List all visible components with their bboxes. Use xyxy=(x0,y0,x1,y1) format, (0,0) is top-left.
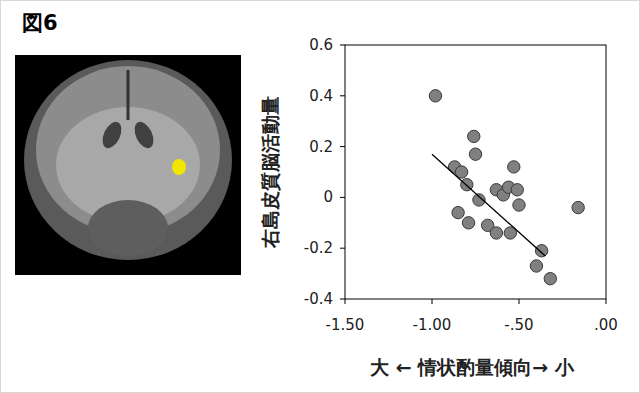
scatter-point xyxy=(462,217,474,229)
x-tick xyxy=(432,299,433,304)
x-tick-label: -1.00 xyxy=(413,316,452,334)
scatter-point xyxy=(452,206,464,218)
y-tick xyxy=(340,248,345,249)
activation-blob xyxy=(172,159,186,175)
x-tick-label: -1.50 xyxy=(326,316,365,334)
y-tick-label: 0.6 xyxy=(309,36,333,54)
y-tick-label: 0.4 xyxy=(309,87,333,105)
x-tick-label: -.50 xyxy=(504,316,533,334)
y-tick-label: -0.2 xyxy=(304,239,333,257)
plot-marks xyxy=(429,90,584,285)
scatter-point xyxy=(468,130,480,142)
y-axis-label: 右島皮質脳活動量 xyxy=(259,96,281,249)
scatter-point xyxy=(535,245,547,257)
y-tick xyxy=(340,197,345,198)
scatter-point xyxy=(530,260,542,272)
y-tick xyxy=(340,146,345,147)
scatter-point xyxy=(572,201,584,213)
brain-stem xyxy=(88,200,168,256)
brain-image xyxy=(15,55,241,275)
y-tick xyxy=(340,45,345,46)
regression-line xyxy=(432,154,545,256)
brain-background xyxy=(15,55,241,275)
scatter-point xyxy=(429,90,441,102)
y-tick xyxy=(340,95,345,96)
scatter-point xyxy=(511,184,523,196)
figure: 図6 -1.50 -1.00 -.50 .00 -0.4 -0.2 0 0.2 0.4 0.6 大 ←… xyxy=(0,0,640,393)
figure-border xyxy=(1,1,640,393)
y-tick-label: 0.2 xyxy=(309,138,333,156)
scatter-point xyxy=(469,148,481,160)
x-tick xyxy=(519,299,520,304)
y-tick xyxy=(340,299,345,300)
brain-ventricle xyxy=(99,119,125,151)
scatter-point xyxy=(544,272,556,284)
x-axis-label: 大 ← 情状酌量傾向→ 小 xyxy=(370,356,575,378)
brain-outer xyxy=(24,60,232,260)
y-tick-label: -0.4 xyxy=(304,290,333,308)
brain-fissure xyxy=(127,70,130,120)
x-tick xyxy=(606,299,607,304)
brain-ventricle xyxy=(131,119,157,151)
x-tick-label: .00 xyxy=(594,316,618,334)
scatter-point xyxy=(513,199,525,211)
y-tick-label: 0 xyxy=(323,188,333,206)
figure-title: 図6 xyxy=(22,11,58,35)
scatter-point xyxy=(508,161,520,173)
scatter-point xyxy=(490,227,502,239)
plot-frame xyxy=(345,45,606,299)
x-tick xyxy=(345,299,346,304)
